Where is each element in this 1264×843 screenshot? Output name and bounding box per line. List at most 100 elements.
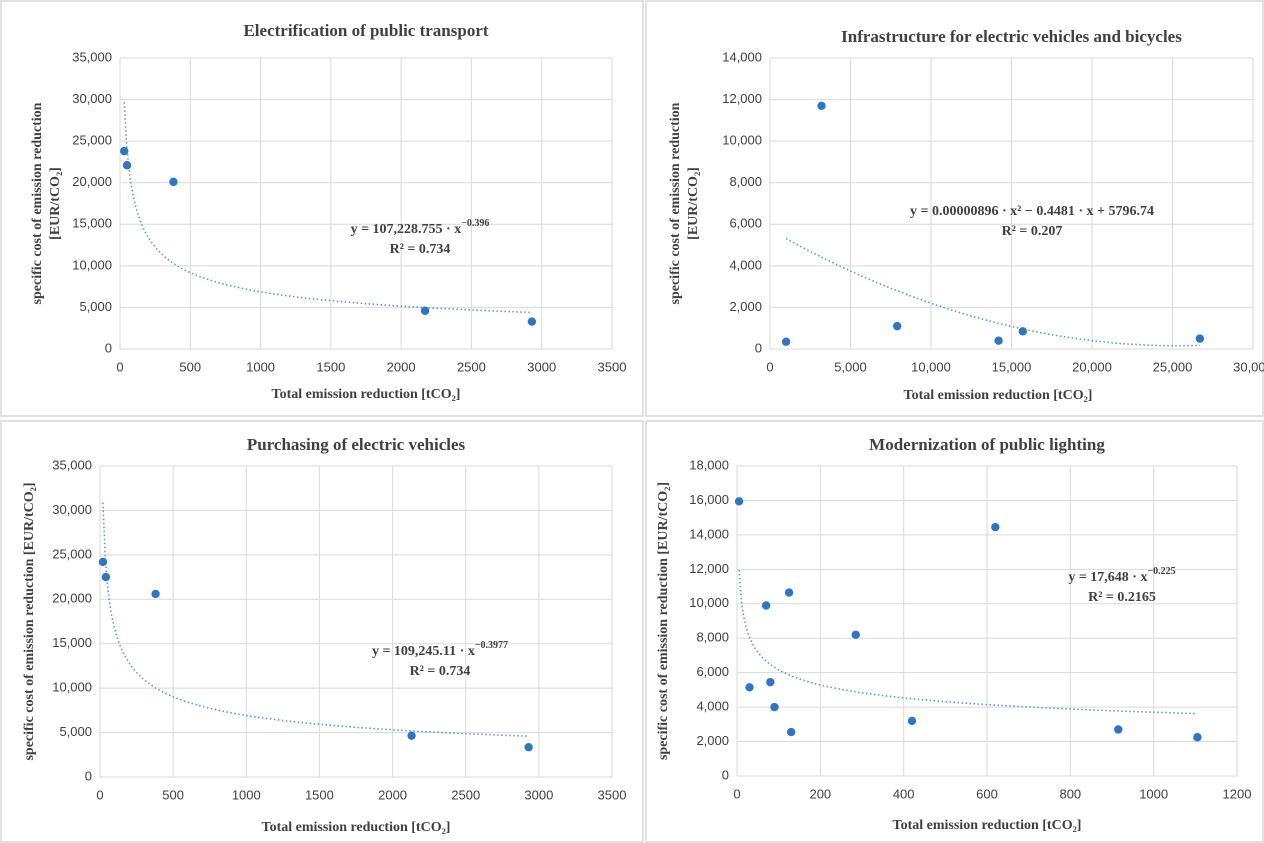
y-tick-label: 14,000 <box>722 49 762 64</box>
point <box>907 716 917 726</box>
point <box>745 683 754 692</box>
x-tick-label: 30,000 <box>1233 359 1264 374</box>
x-tick-label: 200 <box>809 786 831 801</box>
y-axis-label: specific cost of emission reduction <box>30 102 45 304</box>
point <box>169 177 178 187</box>
r-squared: R² = 0.2165 <box>1088 590 1156 605</box>
y-axis-label: specific cost of emission reduction [EUR… <box>656 482 671 760</box>
equation-exponent: −0.396 <box>461 218 489 229</box>
point <box>851 630 860 639</box>
point <box>781 337 791 346</box>
x-tick-label: 15,000 <box>992 359 1032 374</box>
point <box>527 317 537 326</box>
point <box>120 146 129 156</box>
trend-equation: y = 107,228.755 · x−0.396 <box>351 218 490 237</box>
point <box>770 702 779 712</box>
y-tick-label: 25,000 <box>72 133 112 148</box>
y-tick-label: 0 <box>722 767 729 782</box>
equation-exponent: −0.225 <box>1147 566 1175 577</box>
x-tick-label: 2500 <box>451 787 480 802</box>
point <box>1114 725 1123 734</box>
x-axis-label: Total emission reduction [tCO₂] <box>262 820 451 835</box>
equation-text: y = 109,245.11 · x <box>372 644 475 659</box>
point <box>1195 334 1205 343</box>
x-tick-label: 1000 <box>1139 786 1168 801</box>
trend-equation: y = 17,648 · x−0.225 <box>1068 566 1175 585</box>
y-tick-label: 30,000 <box>52 502 92 517</box>
point <box>761 601 771 610</box>
x-axis-label: Total emission reduction [tCO₂] <box>272 387 461 402</box>
trendline <box>738 569 1198 715</box>
x-tick-label: 0 <box>116 359 123 374</box>
point <box>892 321 902 331</box>
panel-frame <box>0 0 644 417</box>
y-axis-label: [EUR/tCO₂] <box>48 167 63 240</box>
x-tick-label: 3500 <box>598 787 627 802</box>
y-tick-label: 15,000 <box>52 635 92 650</box>
point <box>524 743 533 752</box>
x-tick-label: 2000 <box>378 787 407 802</box>
r-squared: R² = 0.734 <box>390 242 451 257</box>
y-tick-label: 5,000 <box>59 724 92 739</box>
y-tick-label: 10,000 <box>72 257 112 272</box>
chart-panel: 0 5,000 10,000 15,000 20,000 25,000 30,000 35,0… <box>0 420 644 843</box>
r-squared: R² = 0.734 <box>410 664 471 679</box>
point <box>101 572 111 582</box>
y-tick-label: 16,000 <box>689 492 729 507</box>
y-tick-label: 8,000 <box>696 630 729 645</box>
point <box>98 557 108 567</box>
point <box>817 101 826 111</box>
y-tick-label: 6,000 <box>696 664 729 679</box>
trend-equation: y = 0.00000896 · x² − 0.4481 · x + 5796.… <box>910 204 1154 219</box>
y-tick-label: 20,000 <box>72 174 112 189</box>
y-axis-label: specific cost of emission reduction <box>668 102 683 304</box>
x-axis-label: Total emission reduction [tCO₂] <box>904 388 1093 403</box>
x-axis-label: Total emission reduction [tCO₂] <box>893 818 1082 833</box>
chart-title: Infrastructure for electric vehicles and… <box>841 27 1182 46</box>
equation-text: y = 0.00000896 · x² − 0.4481 · x + 5796.… <box>910 204 1154 219</box>
x-tick-label: 1200 <box>1223 786 1252 801</box>
x-tick-label: 500 <box>162 787 184 802</box>
y-axis-label: [EUR/tCO₂] <box>686 167 701 240</box>
y-tick-label: 2,000 <box>729 299 762 314</box>
x-tick-label: 3500 <box>598 359 627 374</box>
chart-title: Modernization of public lighting <box>869 435 1105 454</box>
y-tick-label: 30,000 <box>72 91 112 106</box>
point <box>407 731 416 740</box>
point <box>1193 733 1202 742</box>
panel-frame <box>645 0 1264 417</box>
trendline <box>123 102 532 314</box>
trend-equation: y = 109,245.11 · x−0.3977 <box>372 640 508 659</box>
y-tick-label: 0 <box>755 340 762 355</box>
y-tick-label: 20,000 <box>52 591 92 606</box>
point <box>1018 327 1027 336</box>
y-tick-label: 12,000 <box>722 91 762 106</box>
point <box>784 588 794 597</box>
x-tick-label: 10,000 <box>911 359 951 374</box>
trendline <box>785 237 1200 347</box>
point <box>151 589 160 599</box>
y-tick-label: 10,000 <box>722 133 762 148</box>
y-tick-label: 15,000 <box>72 216 112 231</box>
x-tick-label: 500 <box>179 359 201 374</box>
x-tick-label: 20,000 <box>1072 359 1112 374</box>
y-tick-label: 0 <box>105 340 112 355</box>
chart-panel: 0 2,000 4,000 6,000 8,000 10,000 12,000 14,000 1… <box>645 420 1264 843</box>
x-tick-label: 800 <box>1059 786 1081 801</box>
y-tick-label: 10,000 <box>689 595 729 610</box>
x-tick-label: 3000 <box>527 359 556 374</box>
y-tick-label: 8,000 <box>729 174 762 189</box>
x-tick-label: 1500 <box>316 359 345 374</box>
chart-title: Electrification of public transport <box>243 21 488 40</box>
chart-title: Purchasing of electric vehicles <box>247 435 466 454</box>
x-tick-label: 2500 <box>457 359 486 374</box>
x-tick-label: 1000 <box>232 787 261 802</box>
x-tick-label: 0 <box>766 359 773 374</box>
y-tick-label: 4,000 <box>729 257 762 272</box>
y-tick-label: 14,000 <box>689 526 729 541</box>
y-tick-label: 10,000 <box>52 680 92 695</box>
x-tick-label: 1500 <box>305 787 334 802</box>
panel-frame <box>645 420 1264 843</box>
